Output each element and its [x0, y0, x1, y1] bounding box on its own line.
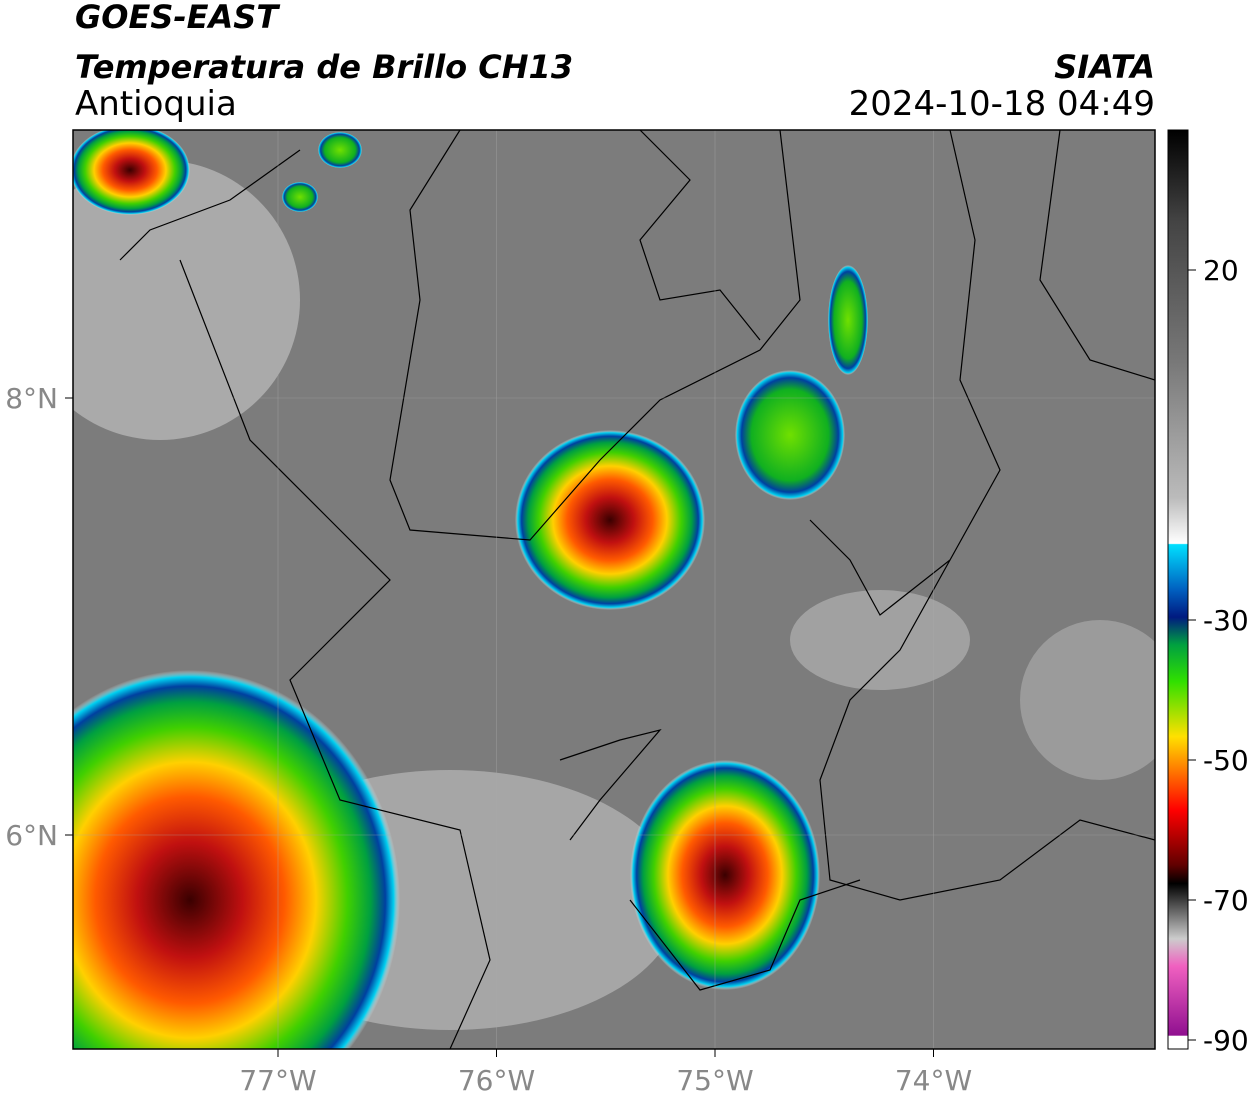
- storm: [282, 182, 318, 212]
- storm: [318, 132, 362, 168]
- region: Antioquia: [75, 84, 237, 124]
- lon-tick-label: 77°W: [239, 1064, 316, 1097]
- product: GOES-EAST: [75, 0, 280, 36]
- colorbar-label: -50: [1203, 744, 1249, 777]
- storm: [73, 670, 400, 1049]
- colorbar-label: 20: [1203, 254, 1239, 287]
- lon-tick-label: 76°W: [458, 1064, 535, 1097]
- lat-tick-label: 6°N: [5, 819, 58, 852]
- storm: [828, 265, 868, 375]
- storm: [515, 430, 705, 610]
- title: Temperatura de Brillo CH13: [75, 48, 573, 86]
- lat-tick-label: 8°N: [5, 382, 58, 415]
- colorbar-label: -70: [1203, 884, 1249, 917]
- datetime: 2024-10-18 04:49: [849, 84, 1155, 124]
- map-frame: [72, 129, 1156, 1050]
- source: SIATA: [1054, 48, 1155, 86]
- map: [73, 130, 1155, 1049]
- lon-tick-label: 74°W: [895, 1064, 972, 1097]
- storm: [630, 760, 820, 990]
- colorbar: [1167, 129, 1189, 1050]
- storm: [73, 130, 190, 215]
- axes: 77°W 76°W 75°W 74°W 8°N 6°N 20 -30 -50 -70 -90: [5, 254, 1249, 1097]
- colorbar-label: -30: [1203, 604, 1249, 637]
- grid: [73, 130, 1155, 1049]
- borders: [119, 130, 1155, 1049]
- cloud: [790, 590, 970, 690]
- colorbar-label: -90: [1203, 1024, 1249, 1057]
- lon-tick-label: 75°W: [676, 1064, 753, 1097]
- cloud: [73, 160, 300, 440]
- storm: [735, 370, 845, 500]
- cloud: [1020, 620, 1155, 780]
